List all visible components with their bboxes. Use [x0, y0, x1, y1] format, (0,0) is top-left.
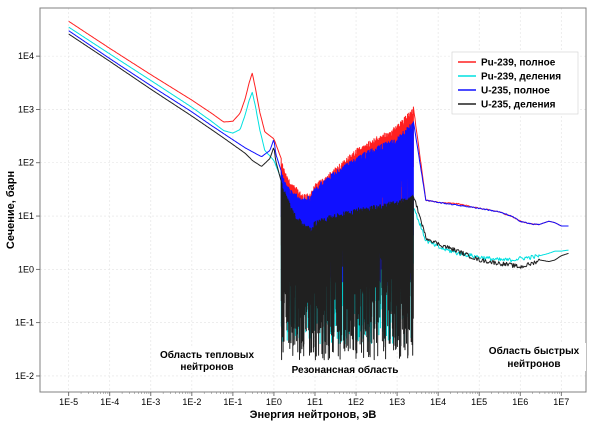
- x-tick-label: 1E-2: [182, 397, 201, 407]
- x-tick-label: 1E3: [389, 397, 405, 407]
- x-tick-label: 1E6: [512, 397, 528, 407]
- x-tick-label: 1E1: [307, 397, 323, 407]
- annotation-fast-line1: Область быстрых: [489, 345, 580, 357]
- region-annotations: Область тепловых нейтронов Резонансная о…: [158, 343, 586, 376]
- x-tick-label: 1E7: [553, 397, 569, 407]
- y-axis-label: Сечение, барн: [5, 171, 17, 249]
- legend: Pu-239, полное Pu-239, деления U-235, по…: [451, 51, 579, 115]
- x-tick-label: 1E-5: [59, 397, 78, 407]
- legend-label-u235-total: U-235, полное: [481, 86, 550, 97]
- annotation-resonance: Резонансная область: [292, 364, 399, 376]
- x-tick-label: 1E-4: [100, 397, 119, 407]
- y-tick-label: 1E2: [18, 158, 34, 168]
- annotation-fast-bg: [482, 343, 586, 371]
- x-tick-label: 1E-3: [141, 397, 160, 407]
- x-tick-label: 1E4: [430, 397, 446, 407]
- x-tick-label: 1E2: [348, 397, 364, 407]
- annotation-thermal-bg: [158, 347, 258, 373]
- series-group: [68, 20, 569, 361]
- annotation-resonance-bg: [290, 362, 400, 376]
- annotation-thermal-line2: нейтронов: [180, 362, 233, 373]
- annotation-thermal-line1: Область тепловых: [160, 349, 255, 361]
- x-axis-ticks: 1E-5 1E-4 1E-3 1E-2 1E-1 1E0 1E1 1E2 1E3 1E4 1E5 1E…: [59, 392, 569, 407]
- x-axis-label: Энергия нейтронов, эВ: [250, 409, 377, 421]
- y-tick-label: 1E4: [18, 51, 34, 61]
- x-tick-label: 1E-1: [223, 397, 242, 407]
- y-tick-label: 1E1: [18, 211, 34, 221]
- x-tick-label: 1E0: [266, 397, 282, 407]
- y-tick-label: 1E-1: [15, 318, 34, 328]
- y-tick-label: 1E3: [18, 104, 34, 114]
- legend-label-pu239-fission: Pu-239, деления: [481, 72, 561, 83]
- legend-label-pu239-total: Pu-239, полное: [481, 58, 556, 69]
- legend-label-u235-fission: U-235, деления: [481, 100, 556, 111]
- x-tick-label: 1E5: [471, 397, 487, 407]
- annotation-fast-line2: нейтронов: [507, 359, 560, 370]
- series-u235-fission: [68, 33, 569, 361]
- y-tick-label: 1E-2: [15, 371, 34, 381]
- y-tick-label: 1E0: [18, 264, 34, 274]
- y-axis-ticks: 1E-2 1E-1 1E0 1E1 1E2 1E3 1E4: [15, 51, 40, 381]
